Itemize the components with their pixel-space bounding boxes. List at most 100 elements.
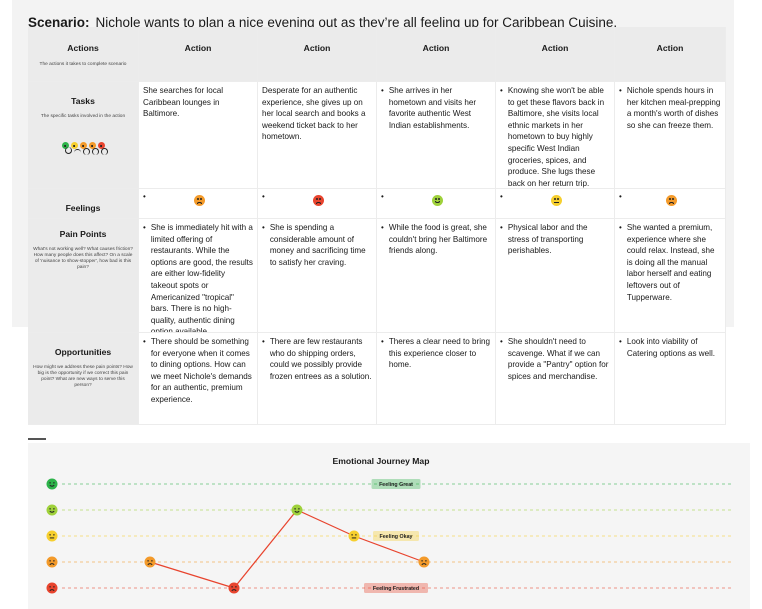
- journey-point-5: [418, 556, 430, 568]
- task-cell-5: • Nichole spends hours in her kitchen mea…: [615, 82, 726, 189]
- opportunities-row-label: Opportunities How might we address these …: [28, 333, 139, 425]
- journey-point-3: [291, 504, 303, 516]
- great-face-icon: [61, 141, 72, 155]
- pain-point-cell-2: • She is spending a considerable amount o…: [258, 219, 377, 333]
- cell-text: Theres a clear need to bring this experi…: [388, 337, 491, 370]
- level-frustrated-icon-eye: [49, 586, 51, 588]
- pain-point-cell-3: • While the food is great, she couldn't b…: [377, 219, 496, 333]
- journey-table: Actions The actions it takes to complete…: [28, 27, 726, 425]
- level-neutral-icon-eye: [49, 534, 51, 536]
- level-label-great: Feeling Great: [379, 482, 413, 488]
- actions-title: Actions: [67, 43, 99, 53]
- level-okay-icon-eye: [53, 560, 55, 562]
- journey-point-4-eye: [355, 534, 357, 536]
- scenario-label: Scenario:: [28, 15, 90, 30]
- task-cell-4: • Knowing she won't be able to get these …: [496, 82, 615, 189]
- cell-text: Look into viability of Catering options …: [626, 337, 715, 358]
- journey-point-2-eye: [231, 586, 233, 588]
- level-label-bg-neutral: [373, 531, 419, 541]
- cell-text: Nichole spends hours in her kitchen meal…: [626, 86, 721, 130]
- journey-point-1-eye: [147, 560, 149, 562]
- level-great-icon-eye: [53, 482, 55, 484]
- scenario-heading: Scenario: Nichole wants to plan a nice ev…: [28, 15, 617, 30]
- action-header-4: Action: [496, 27, 615, 82]
- bullet-dot: •: [262, 223, 265, 232]
- task-cell-2: Desperate for an authentic experience, s…: [258, 82, 377, 189]
- opportunity-cell-3: • Theres a clear need to bring this exper…: [377, 333, 496, 425]
- pain-point-cell-4: • Physical labor and the stress of transp…: [496, 219, 615, 333]
- bullet-dot: •: [143, 223, 146, 232]
- bullet-dot: •: [262, 192, 265, 201]
- level-frustrated-icon-mouth: [49, 589, 55, 592]
- pain-point-cell-1: • She is immediately hit with a limited o…: [139, 219, 258, 333]
- level-frustrated-icon-eye: [53, 586, 55, 588]
- journey-point-5-eye: [421, 560, 423, 562]
- chart-background: [28, 443, 750, 609]
- action-header-1: Action: [139, 27, 258, 82]
- tasks-title: Tasks: [71, 96, 95, 106]
- bullet-dot: •: [500, 192, 503, 201]
- journey-line: [149, 509, 425, 589]
- bullet-dot: •: [619, 86, 622, 95]
- level-label-bg-frustrated: [364, 583, 428, 593]
- pain-point-cell-5: • She wanted a premium, experience where …: [615, 219, 726, 333]
- feeling-cell-5: •: [615, 189, 726, 219]
- level-great-icon-mouth: [49, 484, 55, 487]
- opps-title: Opportunities: [54, 347, 112, 357]
- feelings-row-label: Feelings: [28, 189, 139, 219]
- level-okay-icon-mouth: [49, 563, 55, 566]
- journey-point-3-mouth: [294, 510, 300, 513]
- tasks-subtitle: The specific tasks involved in the actio…: [40, 113, 126, 119]
- bullet-dot: •: [500, 223, 503, 232]
- okay-face-icon: [79, 141, 90, 156]
- level-label-frustrated: Feeling Frustrated: [373, 586, 419, 592]
- journey-point-1-mouth: [147, 563, 153, 566]
- cell-text: She is immediately hit with a limited of…: [150, 223, 253, 333]
- level-good-icon: [46, 504, 58, 516]
- feeling-cell-4: •: [496, 189, 615, 219]
- neutral-face-icon: [70, 141, 81, 150]
- journey-point-3-eye: [298, 508, 300, 510]
- bullet-dot: •: [500, 86, 503, 95]
- cell-text: She wanted a premium, experience where s…: [626, 223, 715, 302]
- level-okay-icon: [46, 556, 58, 568]
- cell-text: Knowing she won't be able to get these f…: [507, 86, 605, 188]
- cell-text: She is spending a considerable amount of…: [269, 223, 366, 267]
- journey-point-4: [348, 530, 360, 542]
- pain-points-row-label: Pain Points What's not working well? What…: [28, 219, 139, 333]
- cell-text: While the food is great, she couldn't br…: [388, 223, 488, 256]
- level-good-icon-eye: [53, 508, 55, 510]
- task-cell-3: • She arrives in her hometown and visits …: [377, 82, 496, 189]
- bullet-dot: •: [381, 337, 384, 346]
- okay-face-icon: [665, 195, 677, 206]
- okay-face-icon: [88, 141, 99, 156]
- opportunity-cell-4: • She shouldn't need to scavenge. What if…: [496, 333, 615, 425]
- cell-text: Desperate for an authentic experience, s…: [262, 86, 366, 142]
- journey-point-2: [228, 582, 240, 594]
- action-header-2: Action: [258, 27, 377, 82]
- journey-point-1: [144, 556, 156, 568]
- opportunity-cell-1: • There should be something for everyone …: [139, 333, 258, 425]
- frustrated-face-icon: [97, 141, 108, 156]
- okay-face-icon: [193, 195, 205, 206]
- bullet-dot: •: [619, 192, 622, 201]
- cell-text: Physical labor and the stress of transpo…: [507, 223, 588, 256]
- bullet-dot: •: [381, 223, 384, 232]
- journey-point-3-eye: [294, 508, 296, 510]
- feeling-cell-3: •: [377, 189, 496, 219]
- pain-title: Pain Points: [59, 229, 107, 239]
- actions-subtitle: The actions it takes to complete scenari…: [39, 61, 127, 67]
- feeling-cell-2: •: [258, 189, 377, 219]
- cell-text: There should be something for everyone w…: [150, 337, 252, 404]
- bullet-dot: •: [619, 337, 622, 346]
- journey-point-4-eye: [351, 534, 353, 536]
- level-neutral-icon: [46, 530, 58, 542]
- actions-header: Actions The actions it takes to complete…: [28, 27, 139, 82]
- neutral-face-icon: [550, 195, 562, 206]
- journey-point-5-eye: [425, 560, 427, 562]
- feeling-cell-1: •: [139, 189, 258, 219]
- bullet-dot: •: [143, 192, 146, 201]
- bullet-dot: •: [381, 192, 384, 201]
- frustrated-face-icon: [312, 195, 324, 206]
- level-frustrated-icon: [46, 582, 58, 594]
